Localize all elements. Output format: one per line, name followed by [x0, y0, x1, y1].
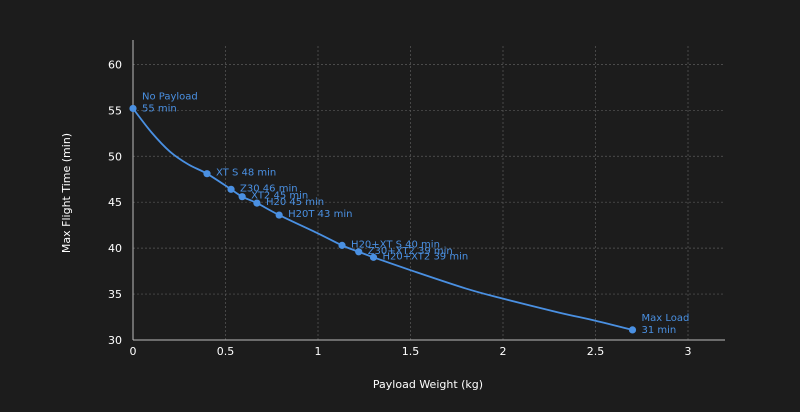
- point-label: XT2 45 min: [251, 191, 308, 202]
- flight-time-curve: [132, 107, 633, 331]
- data-point: [275, 211, 283, 219]
- x-tick-label: 2.5: [587, 345, 605, 358]
- y-tick-label: 40: [108, 242, 122, 255]
- data-point: [338, 241, 346, 249]
- point-label: H20+XT S 40 min: [351, 239, 440, 250]
- y-tick-label: 55: [108, 104, 122, 117]
- data-point: [203, 170, 211, 178]
- y-tick-label: 35: [108, 288, 122, 301]
- point-label: H20 45 min: [266, 197, 324, 208]
- point-labels: No Payload 55 min XT S 48 min Z30 46 minXT2…: [142, 91, 689, 335]
- y-tick-label: 50: [108, 150, 122, 163]
- y-axis-title: Max Flight Time (min): [60, 133, 73, 253]
- x-tick-label: 1: [315, 345, 322, 358]
- point-label: XT S 48 min: [216, 168, 276, 179]
- x-tick-label: 0: [130, 345, 137, 358]
- tick-labels: 0 0.5 1 1.5 2 2.5 3 30 35 40 45 50 55 60: [108, 58, 692, 358]
- data-point: [227, 185, 235, 193]
- y-tick-label: 60: [108, 58, 122, 71]
- x-tick-label: 2: [500, 345, 507, 358]
- grid: [133, 46, 725, 340]
- y-tick-label: 45: [108, 196, 122, 209]
- axes: [132, 40, 725, 341]
- x-tick-label: 3: [685, 345, 692, 358]
- data-point: [628, 326, 637, 334]
- point-label: No Payload 55 min: [142, 91, 198, 114]
- data-points: [129, 104, 637, 334]
- data-point: [238, 193, 246, 201]
- y-tick-label: 30: [108, 334, 122, 347]
- point-label: H20+XT2 39 min: [383, 251, 469, 262]
- point-label: Z30 46 min: [240, 183, 298, 194]
- data-point: [355, 248, 363, 256]
- point-label: H20T 43 min: [288, 209, 352, 220]
- point-label: Max Load 31 min: [642, 313, 690, 336]
- data-point: [129, 104, 137, 113]
- x-tick-label: 0.5: [217, 345, 235, 358]
- point-label: Z30+XT2 39 min: [368, 246, 453, 257]
- x-axis-title: Payload Weight (kg): [373, 378, 483, 391]
- data-point: [369, 253, 378, 261]
- x-tick-label: 1.5: [402, 345, 420, 358]
- data-point: [253, 199, 261, 207]
